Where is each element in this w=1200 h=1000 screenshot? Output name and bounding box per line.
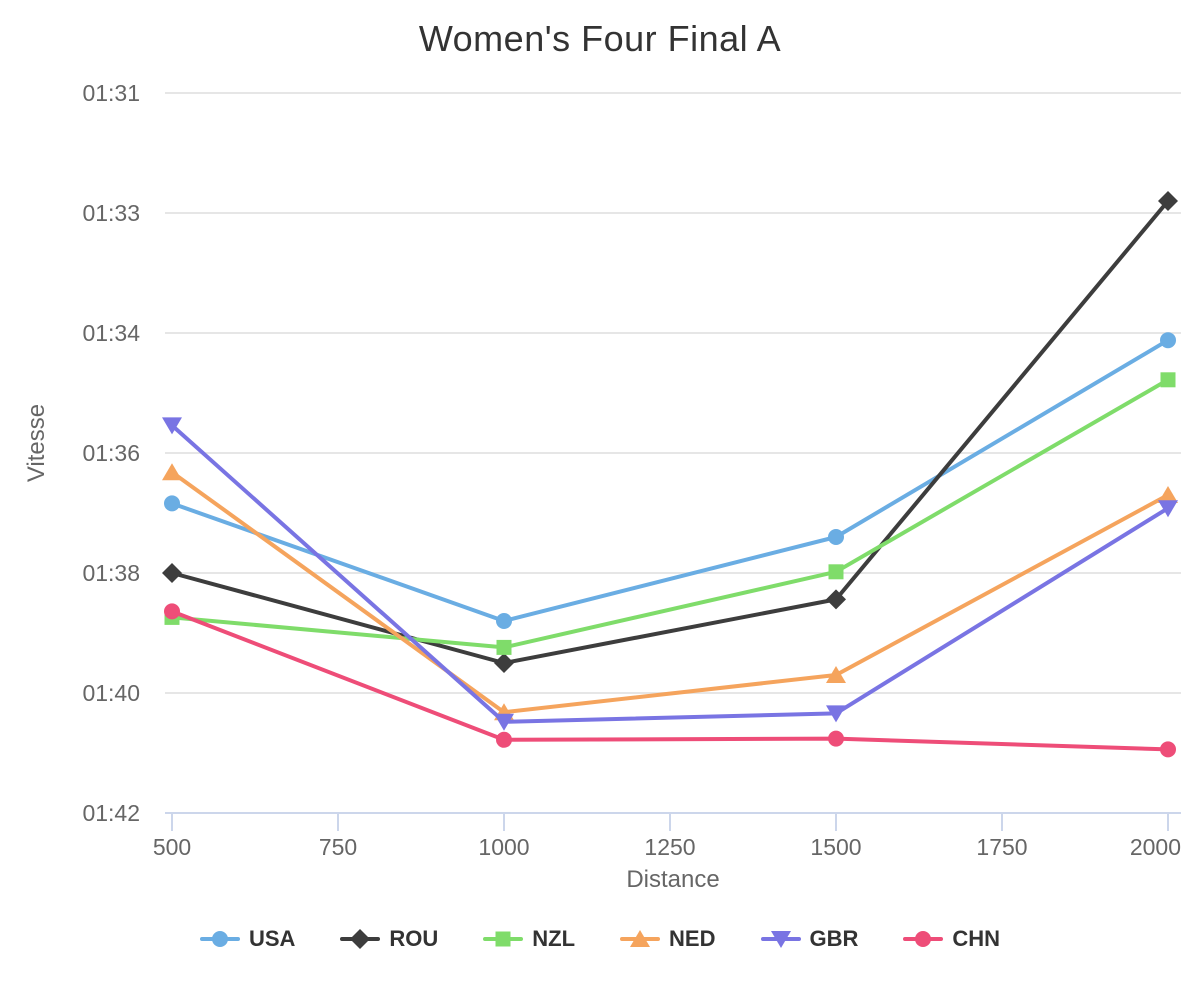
- legend-item-GBR[interactable]: GBR: [760, 926, 859, 952]
- legend-marker-triangle-down-icon: [760, 931, 801, 948]
- legend-label: ROU: [389, 926, 439, 951]
- diamond-icon: [350, 929, 371, 949]
- GBR-point-1000[interactable]: [494, 713, 514, 731]
- x-axis-tick-label: 1000: [478, 834, 529, 860]
- y-axis-tick-label: 01:33: [82, 200, 140, 226]
- legend-label: NED: [669, 926, 716, 951]
- chart-title: Women's Four Final A: [418, 18, 782, 59]
- x-axis-tick-label: 1500: [810, 834, 861, 860]
- x-axis-tick-label: 750: [319, 834, 357, 860]
- legend-marker-triangle-up-icon: [620, 930, 661, 947]
- CHN-point-1000[interactable]: [496, 731, 512, 748]
- legend-label: CHN: [952, 926, 1001, 951]
- legend-item-NZL[interactable]: NZL: [483, 926, 575, 952]
- legend-marker-diamond-icon: [340, 929, 381, 949]
- ROU-point-1500[interactable]: [826, 589, 846, 610]
- series-NED: [162, 463, 1178, 721]
- y-axis-tick-label: 01:40: [82, 680, 140, 706]
- triangle-up-icon: [630, 930, 651, 947]
- GBR-point-500[interactable]: [162, 417, 182, 435]
- ROU-point-1000[interactable]: [494, 653, 514, 673]
- series-CHN: [164, 603, 1176, 758]
- x-axis-tick-label: 2000: [1130, 834, 1181, 860]
- legend-item-CHN[interactable]: CHN: [903, 926, 1000, 952]
- y-axis-tick-label: 01:42: [82, 800, 140, 826]
- USA-point-2000[interactable]: [1160, 332, 1176, 349]
- NZL-point-2000[interactable]: [1160, 372, 1176, 388]
- y-axis-tick-label: 01:31: [82, 80, 140, 106]
- circle-icon: [211, 931, 228, 947]
- series-NZL: [164, 372, 1176, 655]
- NZL-point-1000[interactable]: [496, 639, 512, 655]
- series-line-NED: [170, 470, 1170, 715]
- NZL-point-1500[interactable]: [828, 564, 844, 580]
- legend-marker-circle-icon: [903, 931, 944, 947]
- CHN-point-1500[interactable]: [828, 730, 844, 747]
- legend-label: GBR: [809, 926, 859, 951]
- plot-area: 500 750 1000 1250 1500 1750 2000 01:31 01:33 01:3…: [82, 80, 1181, 860]
- NED-point-1500[interactable]: [826, 666, 846, 683]
- y-axis-tick-label: 01:34: [82, 320, 140, 346]
- NED-point-500[interactable]: [162, 463, 182, 481]
- y-axis-title: Vitesse: [23, 403, 50, 483]
- circle-icon: [915, 931, 932, 947]
- y-axis-tick-label: 01:36: [82, 440, 140, 466]
- GBR-point-1500[interactable]: [826, 705, 846, 723]
- x-axis-title: Distance: [626, 866, 720, 893]
- series-line-CHN: [170, 609, 1170, 752]
- ROU-point-500[interactable]: [162, 563, 182, 583]
- legend-label: NZL: [532, 926, 576, 951]
- x-axis-tick-label: 1250: [644, 834, 695, 860]
- USA-point-500[interactable]: [164, 495, 180, 512]
- series-USA: [164, 332, 1176, 629]
- GBR-point-2000[interactable]: [1158, 500, 1178, 518]
- series-line-NZL: [170, 377, 1170, 650]
- legend-marker-square-icon: [483, 931, 524, 947]
- CHN-point-2000[interactable]: [1160, 741, 1176, 758]
- USA-point-1000[interactable]: [496, 613, 512, 629]
- legend-marker-circle-icon: [199, 931, 240, 947]
- legend-item-USA[interactable]: USA: [199, 926, 296, 952]
- legend-label: USA: [248, 926, 296, 951]
- square-icon: [495, 931, 511, 947]
- ROU-point-2000[interactable]: [1158, 191, 1178, 211]
- NED-point-2000[interactable]: [1158, 486, 1178, 503]
- series-line-ROU: [170, 199, 1170, 665]
- y-axis-tick-label: 01:38: [82, 560, 140, 586]
- legend-item-ROU[interactable]: ROU: [340, 926, 438, 952]
- x-axis-tick-label: 1750: [976, 834, 1027, 860]
- CHN-point-500[interactable]: [164, 603, 180, 620]
- USA-point-1500[interactable]: [828, 529, 844, 545]
- triangle-down-icon: [770, 931, 791, 948]
- legend-item-NED[interactable]: NED: [620, 926, 716, 952]
- series-line-GBR: [170, 423, 1170, 724]
- series-ROU: [162, 191, 1178, 673]
- x-axis-tick-label: 500: [153, 834, 191, 860]
- series-GBR: [162, 417, 1178, 731]
- legend: USA ROU NZL NED GBR CHN: [0, 926, 1200, 952]
- series-line-USA: [170, 338, 1170, 623]
